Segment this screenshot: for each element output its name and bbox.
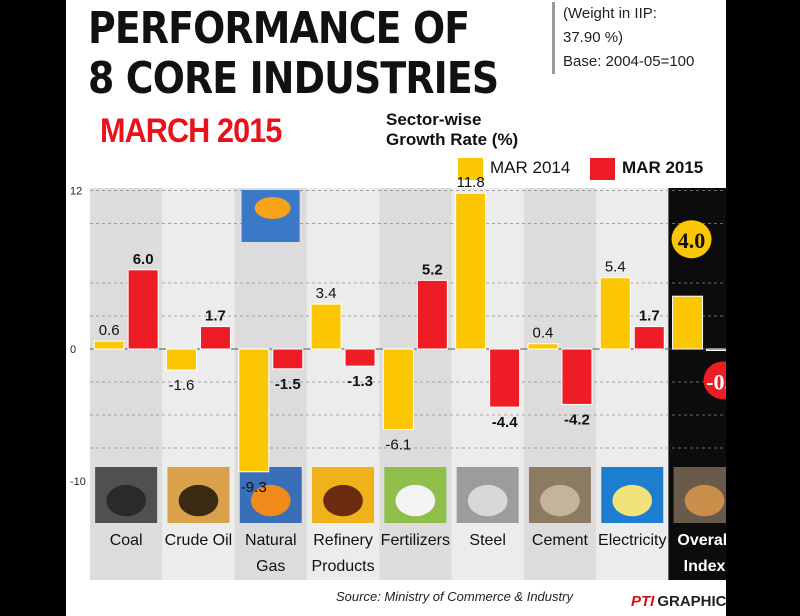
bar-s0-6 (527, 343, 559, 350)
legend-label-mar2014: MAR 2014 (490, 158, 571, 177)
pti-logo: PTI (631, 593, 655, 610)
value-label-s1-8: -0.1 (706, 369, 726, 394)
fuel-nozzle-icon (312, 467, 375, 523)
pti-graphics-credit: PTIGRAPHICS (631, 593, 726, 610)
value-label-s0-6: 0.4 (533, 325, 554, 342)
category-label-3-1: Products (311, 558, 374, 575)
chart-subtitle: Sector-wise Growth Rate (%) (386, 110, 518, 150)
bar-s0-2 (238, 348, 270, 473)
legend-swatch-mar2014 (458, 158, 483, 180)
category-label-0-0: Coal (110, 532, 143, 549)
value-label-s0-8: 4.0 (678, 228, 706, 253)
cement-work-icon (528, 467, 591, 523)
category-label-8-1: Index (684, 558, 726, 575)
value-label-s0-3: 3.4 (316, 285, 337, 302)
bar-s1-4 (416, 279, 448, 350)
bar-s1-7 (633, 326, 665, 350)
category-label-3-0: Refinery (313, 532, 373, 549)
legend-swatch-mar2015 (590, 158, 615, 180)
bar-s1-1 (199, 326, 231, 350)
title-line-1: PERFORMANCE OF (88, 3, 470, 54)
value-label-s1-4: 5.2 (422, 261, 443, 278)
category-label-2-0: Natural (245, 532, 297, 549)
bar-s0-5 (455, 192, 487, 350)
bar-s1-5 (489, 348, 521, 408)
industry-skyline-icon (673, 467, 726, 523)
chart-subtitle-line-2: Growth Rate (%) (386, 130, 519, 149)
value-label-s0-4: -6.1 (385, 437, 411, 454)
category-label-4-0: Fertilizers (381, 532, 450, 549)
value-label-s0-0: 0.6 (99, 322, 120, 339)
note-line-3: Base: 2004-05=100 (563, 53, 695, 70)
coal-pile-icon (95, 467, 158, 523)
category-label-2-1: Gas (256, 558, 285, 575)
bar-s0-8 (672, 295, 704, 350)
y-tick-label-1: 0 (70, 344, 76, 356)
bar-s1-8 (706, 348, 726, 351)
steel-rods-icon (456, 467, 519, 523)
note-line-1: (Weight in IIP: (563, 5, 657, 22)
bar-s1-2 (272, 348, 304, 370)
gas-flare-photo-icon (241, 190, 300, 242)
category-label-5-0: Steel (469, 532, 505, 549)
oil-pump-icon (167, 467, 230, 523)
value-label-s0-1: -1.6 (169, 377, 195, 394)
overall-value-badge-0 (671, 220, 712, 259)
bar-s0-3 (310, 303, 342, 350)
category-label-6-0: Cement (532, 532, 589, 549)
chart-subtitle-line-1: Sector-wise (386, 110, 482, 129)
source-note: Source: Ministry of Commerce & Industry (336, 589, 573, 604)
title-line-2: 8 CORE INDUSTRIES (88, 53, 499, 104)
value-label-s1-3: -1.3 (347, 373, 373, 390)
category-label-7-0: Electricity (598, 532, 666, 549)
category-label-8-0: Overall (677, 532, 726, 549)
bar-s0-4 (382, 348, 414, 431)
light-bulb-icon (601, 467, 664, 523)
fertilizer-sack-icon (384, 467, 447, 523)
graphics-label: GRAPHICS (657, 593, 726, 610)
weight-note: (Weight in IIP: 37.90 %) Base: 2004-05=1… (552, 2, 726, 74)
legend-label-mar2015: MAR 2015 (622, 158, 704, 177)
bar-s1-0 (127, 269, 159, 350)
gas-flare-icon (239, 467, 302, 523)
y-tick-label-0: 12 (70, 186, 82, 198)
value-label-s1-2: -1.5 (275, 376, 301, 393)
value-label-s1-5: -4.4 (492, 414, 519, 431)
bar-s1-3 (344, 348, 376, 367)
overall-value-badge-1 (703, 361, 726, 400)
bar-s0-7 (599, 277, 631, 350)
note-line-2: 37.90 %) (563, 29, 624, 46)
value-label-s0-7: 5.4 (605, 259, 626, 276)
bar-chart: 12 0 -10 0.6 -1.6 -9.3 3.4 -6.1 11.8 0.4 5.4 4.0 6.0… (70, 174, 726, 580)
y-tick-label-2: -10 (70, 476, 86, 488)
value-label-s1-6: -4.2 (564, 411, 590, 428)
month-label: MARCH 2015 (100, 112, 282, 150)
bar-s0-0 (93, 340, 125, 350)
value-label-s1-0: 6.0 (133, 251, 154, 268)
value-label-s1-7: 1.7 (639, 308, 660, 325)
value-label-s0-5: 11.8 (457, 174, 485, 191)
value-label-s1-1: 1.7 (205, 308, 226, 325)
bar-s0-1 (165, 348, 197, 371)
category-label-1-0: Crude Oil (165, 532, 233, 549)
poster: PERFORMANCE OF 8 CORE INDUSTRIES MARCH 2… (66, 0, 726, 616)
value-label-s0-2: -9.3 (241, 479, 267, 496)
bar-s1-6 (561, 348, 593, 405)
